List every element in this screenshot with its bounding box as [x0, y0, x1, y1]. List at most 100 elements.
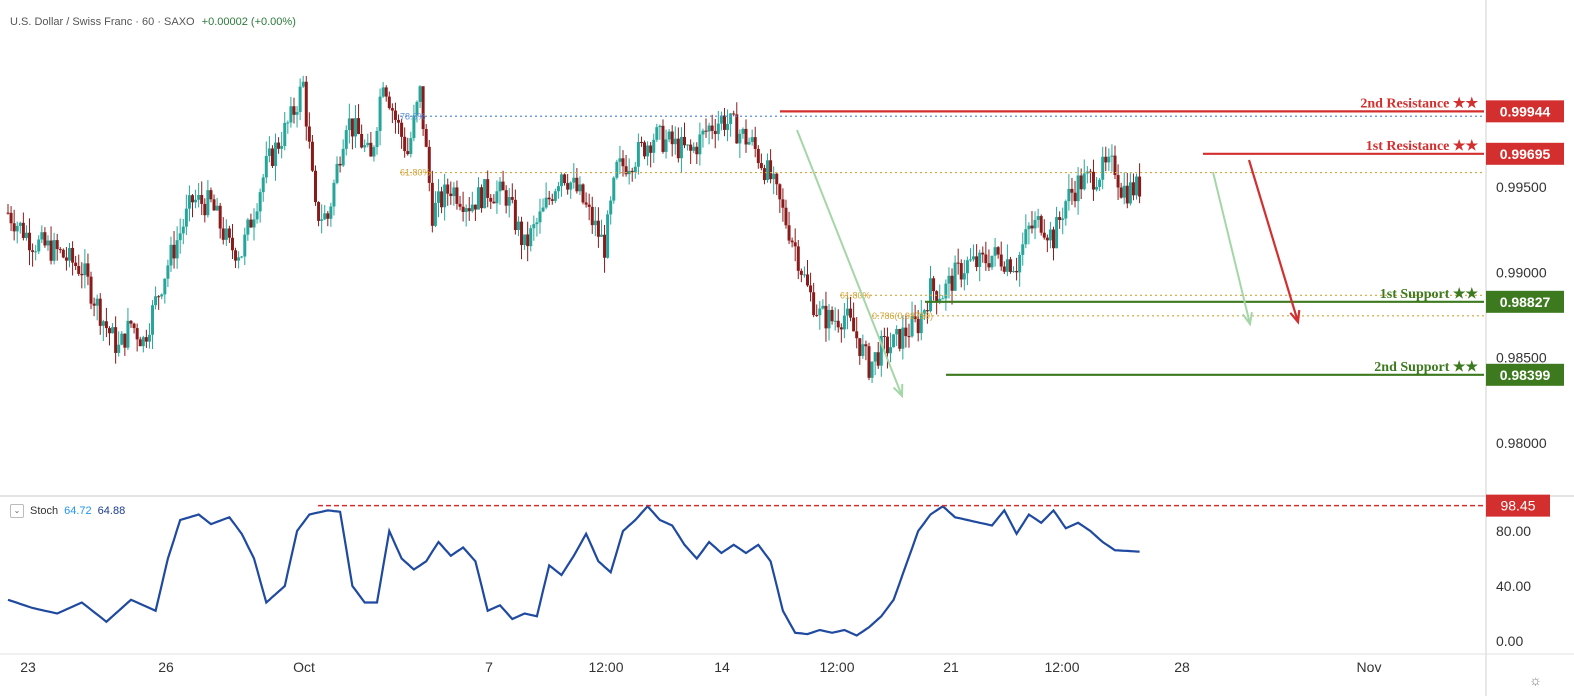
candle-body	[710, 125, 714, 131]
candle-body	[1058, 217, 1062, 221]
candle-body	[360, 133, 364, 148]
candle-body	[599, 234, 603, 237]
candle-body	[827, 309, 831, 329]
candle-body	[1095, 186, 1099, 190]
candle-body	[812, 292, 816, 316]
candle-body	[612, 177, 616, 201]
candle-body	[1085, 171, 1089, 174]
candle-body	[200, 194, 204, 204]
candle-body	[440, 191, 444, 208]
candle-body	[393, 110, 397, 120]
candle-body	[879, 335, 883, 366]
candle-body	[154, 296, 158, 306]
candle-body	[49, 240, 53, 261]
chevron-down-icon[interactable]: ⌄	[10, 504, 24, 518]
candle-body	[9, 212, 13, 224]
candle-body	[430, 182, 434, 226]
candle-body	[1116, 175, 1120, 188]
stoch-k-value: 64.72	[64, 505, 92, 517]
candle-body	[756, 148, 760, 164]
candle-body	[61, 249, 65, 258]
candle-body	[593, 220, 597, 226]
candle-body	[793, 242, 797, 247]
candle-body	[237, 257, 241, 261]
candle-body	[1138, 176, 1142, 197]
candle-body	[904, 327, 908, 337]
candle-body	[95, 298, 99, 306]
candle-body	[224, 228, 228, 240]
stoch-line	[7, 504, 1140, 637]
candle-body	[230, 237, 234, 251]
candle-body	[455, 187, 459, 204]
candle-body	[461, 206, 465, 212]
candle-body	[335, 163, 339, 183]
candle-body	[683, 136, 686, 146]
candle-body	[476, 187, 480, 210]
candle-body	[916, 318, 920, 334]
candle-body	[704, 130, 708, 132]
candle-body	[218, 205, 222, 229]
x-tick-label: 23	[20, 659, 36, 675]
candle-body	[944, 283, 948, 299]
candle-body	[950, 275, 954, 291]
candle-body	[280, 146, 284, 149]
candle-body	[473, 204, 477, 210]
x-tick-label: 12:00	[588, 659, 623, 675]
candle-body	[732, 113, 736, 115]
candle-body	[965, 260, 969, 274]
candle-body	[120, 333, 124, 345]
candle-body	[52, 240, 56, 261]
candle-body	[587, 204, 591, 207]
candle-body	[332, 182, 336, 207]
level-label: 2nd Support ★★	[1374, 359, 1478, 375]
candle-body	[670, 131, 674, 145]
candle-body	[92, 303, 96, 306]
candle-body	[824, 305, 828, 329]
candle-body	[538, 211, 542, 223]
candle-body	[556, 186, 560, 192]
candle-body	[624, 166, 628, 175]
candle-body	[46, 240, 50, 246]
candle-body	[31, 250, 35, 252]
candle-body	[384, 87, 388, 97]
candle-body	[679, 136, 683, 159]
candle-body	[885, 336, 889, 354]
candle-body	[187, 195, 191, 209]
candle-body	[74, 262, 78, 266]
candle-body	[858, 338, 862, 356]
candle-body	[882, 335, 886, 337]
candle-body	[544, 197, 548, 208]
projection-arrow-green-head	[1242, 311, 1253, 327]
candle-body	[86, 263, 90, 277]
candle-body	[855, 331, 859, 339]
candle-body	[1125, 185, 1129, 204]
price-tag-bg	[1486, 363, 1564, 386]
candle-body	[215, 205, 219, 211]
candle-body	[959, 263, 963, 280]
gear-icon[interactable]: ☼	[1529, 672, 1542, 688]
candle-body	[397, 119, 401, 123]
x-tick-label: 12:00	[1044, 659, 1079, 675]
candle-body	[870, 361, 874, 378]
stoch-tag: 98.45	[1500, 498, 1535, 514]
candle-body	[21, 222, 25, 238]
candle-body	[480, 187, 484, 209]
candle-body	[1064, 201, 1068, 219]
candle-body	[861, 344, 865, 356]
x-tick-label: 7	[485, 659, 493, 675]
candle-body	[922, 310, 926, 314]
candle-body	[993, 247, 997, 256]
candle-body	[596, 220, 600, 237]
candle-body	[1128, 182, 1132, 204]
candle-body	[1024, 229, 1028, 245]
stoch-y-tick-label: 0.00	[1496, 633, 1523, 649]
candle-body	[240, 256, 244, 258]
candle-body	[172, 244, 176, 259]
candle-body	[560, 174, 563, 187]
candle-body	[338, 163, 342, 166]
candle-body	[1030, 225, 1034, 229]
candle-body	[864, 344, 868, 347]
price-tag-bg	[1486, 100, 1564, 123]
candle-body	[633, 166, 637, 173]
